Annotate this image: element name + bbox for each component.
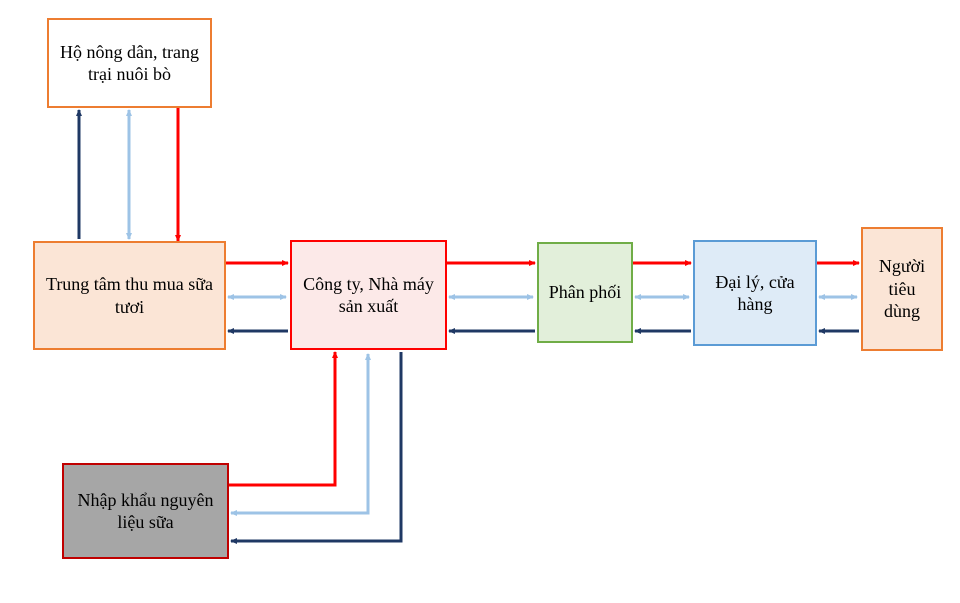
node-consumer: Người tiêu dùng: [861, 227, 943, 351]
node-distribution: Phân phối: [537, 242, 633, 343]
node-label: Hộ nông dân, trang trại nuôi bò: [57, 41, 202, 86]
node-label: Người tiêu dùng: [871, 255, 933, 323]
node-label: Đại lý, cửa hàng: [703, 271, 807, 316]
node-label: Công ty, Nhà máy sản xuất: [300, 273, 437, 318]
node-collection-center: Trung tâm thu mua sữa tươi: [33, 241, 226, 350]
node-label: Phân phối: [549, 281, 622, 304]
node-label: Trung tâm thu mua sữa tươi: [43, 273, 216, 318]
node-label: Nhập khẩu nguyên liệu sữa: [72, 489, 219, 534]
node-import: Nhập khẩu nguyên liệu sữa: [62, 463, 229, 559]
node-factory: Công ty, Nhà máy sản xuất: [290, 240, 447, 350]
node-retailer: Đại lý, cửa hàng: [693, 240, 817, 346]
node-farmers: Hộ nông dân, trang trại nuôi bò: [47, 18, 212, 108]
diagram-canvas: Hộ nông dân, trang trại nuôi bò Trung tâ…: [0, 0, 960, 603]
